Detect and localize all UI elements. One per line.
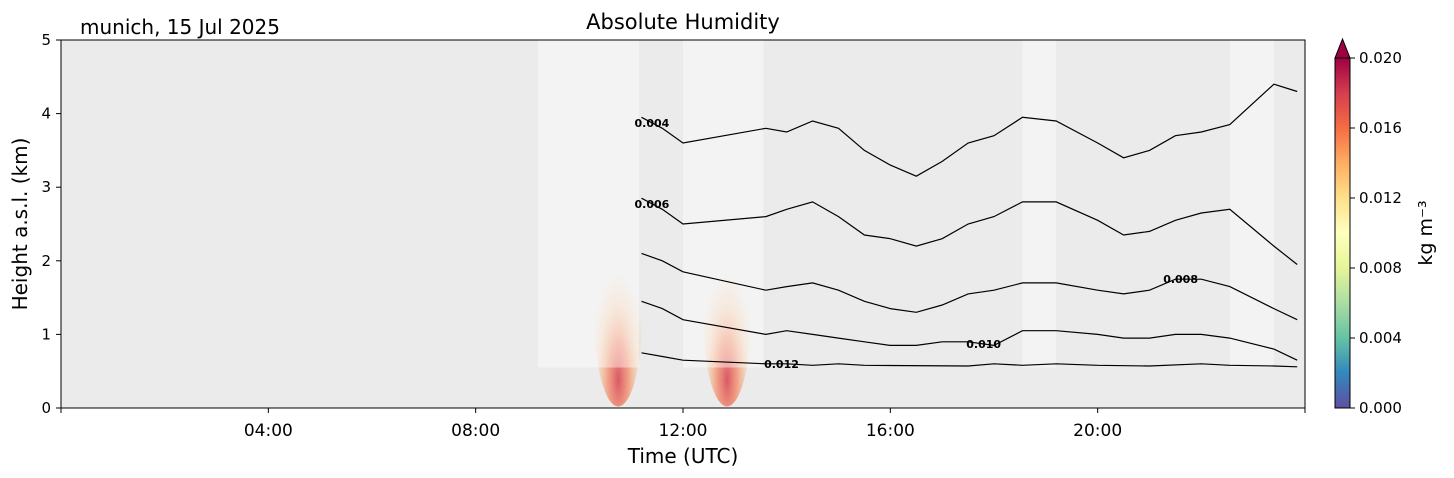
y-tick-label: 2 <box>41 252 51 270</box>
colorbar-tick-label: 0.012 <box>1359 189 1402 207</box>
contour-line-0.010 <box>641 300 1298 361</box>
humidity-peak-1 <box>594 226 643 407</box>
x-tick-label: 12:00 <box>659 421 708 441</box>
masked-period-1 <box>537 40 639 368</box>
colorbar-ticks: 0.000 0.004 0.008 0.012 0.016 0.020 <box>1350 49 1402 417</box>
colorbar-extend-arrow <box>1334 37 1351 59</box>
contour-line-0.008 <box>641 252 1298 321</box>
contour-label-0.006: 0.006 <box>635 198 670 211</box>
colorbar: 0.000 0.004 0.008 0.012 0.016 0.020 kg m⁻³ <box>1334 37 1437 417</box>
x-axis-label: Time (UTC) <box>627 444 739 468</box>
x-tick-label: 16:00 <box>866 421 915 441</box>
colorbar-tick-label: 0.008 <box>1359 259 1402 277</box>
contour-label-0.008: 0.008 <box>1163 273 1198 286</box>
contour-line-0.004 <box>641 83 1298 177</box>
x-tick-label: 08:00 <box>451 421 500 441</box>
contour-line-0.006 <box>641 197 1298 265</box>
contour-label-0.004: 0.004 <box>635 117 670 130</box>
x-tick-label: 04:00 <box>244 421 293 441</box>
contour-label-0.012: 0.012 <box>764 358 799 371</box>
y-tick-label: 4 <box>41 105 51 123</box>
x-axis-ticks: 04:00 08:00 12:00 16:00 20:00 <box>60 408 1306 441</box>
location-date-label: munich, 15 Jul 2025 <box>80 15 280 39</box>
humidity-field <box>537 40 1298 368</box>
x-tick-label: 20:00 <box>1073 421 1122 441</box>
contour-line-0.012 <box>641 352 1298 368</box>
colorbar-label: kg m⁻³ <box>1415 200 1437 265</box>
chart-title: Absolute Humidity <box>586 10 780 34</box>
colorbar-gradient-bar <box>1334 57 1351 409</box>
masked-periods <box>537 40 1274 368</box>
y-tick-label: 5 <box>41 31 51 49</box>
contour-label-0.010: 0.010 <box>966 338 1001 351</box>
y-axis-ticks: 0 1 2 3 4 5 <box>41 31 61 417</box>
contour-lines: 0.004 0.006 0.008 0.010 0.012 <box>635 83 1298 371</box>
y-axis-label: Height a.s.l. (km) <box>8 138 32 311</box>
colorbar-tick-label: 0.004 <box>1359 329 1402 347</box>
masked-period-2 <box>683 40 764 368</box>
y-tick-label: 1 <box>41 325 51 343</box>
y-tick-label: 3 <box>41 178 51 196</box>
colorbar-tick-label: 0.020 <box>1359 49 1402 67</box>
plot-area: 0.004 0.006 0.008 0.010 0.012 <box>537 40 1298 407</box>
colorbar-tick-label: 0.016 <box>1359 119 1402 137</box>
masked-period-3 <box>1022 40 1057 368</box>
masked-period-4 <box>1229 40 1274 368</box>
colorbar-tick-label: 0.000 <box>1359 399 1402 417</box>
y-tick-label: 0 <box>41 399 51 417</box>
